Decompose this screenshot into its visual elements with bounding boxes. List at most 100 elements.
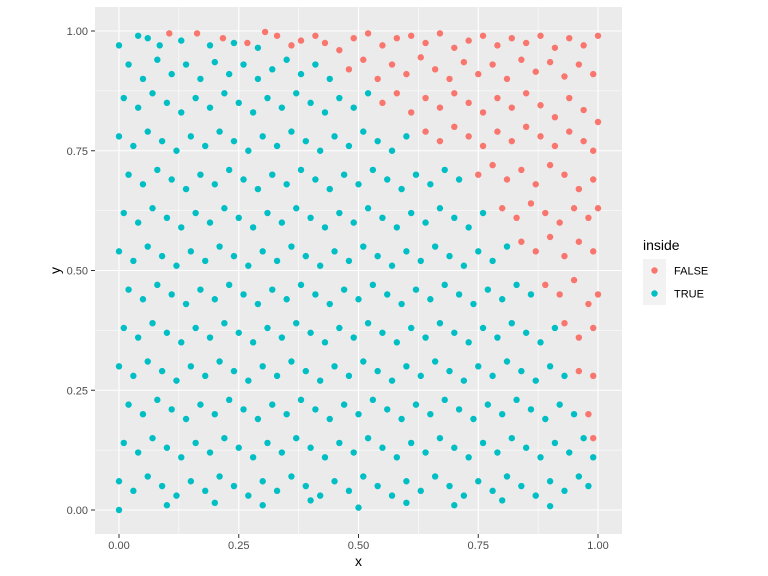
point-true: [297, 281, 305, 289]
point-true: [154, 166, 161, 174]
point-true: [316, 147, 324, 154]
point-true: [168, 291, 175, 298]
point-true: [206, 219, 214, 226]
point-false: [537, 102, 544, 109]
point-false: [590, 372, 597, 380]
point-true: [527, 406, 535, 413]
y-axis-ticks: 0.00 0.25 0.50 0.75 1.00: [67, 26, 95, 517]
point-true: [388, 492, 396, 499]
point-true: [479, 209, 487, 217]
point-false: [546, 58, 554, 66]
point-false: [336, 46, 343, 54]
point-true: [422, 449, 429, 456]
point-true: [546, 502, 554, 510]
point-true: [293, 434, 300, 442]
point-true: [307, 444, 314, 451]
point-true: [197, 75, 204, 83]
point-true: [417, 257, 424, 265]
point-false: [374, 75, 381, 83]
point-true: [206, 42, 214, 49]
point-true: [115, 478, 123, 485]
point-true: [403, 248, 410, 255]
point-false: [479, 142, 487, 150]
point-true: [546, 478, 554, 485]
point-false: [513, 214, 520, 222]
point-true: [336, 94, 343, 102]
point-false: [585, 411, 592, 418]
point-true: [546, 363, 554, 370]
point-true: [336, 439, 343, 447]
point-true: [278, 334, 286, 341]
y-tick-label: 0.75: [67, 146, 88, 158]
point-true: [288, 473, 295, 480]
point-true: [302, 482, 310, 490]
point-true: [120, 439, 127, 447]
point-true: [398, 415, 405, 423]
point-true: [451, 502, 458, 509]
point-true: [384, 176, 391, 183]
point-false: [422, 94, 429, 102]
point-true: [163, 99, 171, 107]
point-true: [149, 205, 156, 212]
point-false: [575, 367, 583, 375]
point-true: [489, 372, 496, 380]
point-true: [412, 286, 420, 293]
point-true: [269, 286, 276, 293]
point-true: [340, 401, 348, 408]
point-true: [580, 434, 587, 442]
point-false: [393, 34, 401, 42]
point-false: [551, 114, 559, 121]
point-true: [350, 449, 357, 456]
point-true: [178, 339, 185, 346]
point-false: [489, 161, 496, 169]
y-tick-label: 1.00: [67, 26, 88, 38]
point-true: [379, 329, 386, 336]
point-true: [125, 61, 132, 68]
point-true: [417, 372, 424, 380]
point-true: [245, 492, 252, 499]
point-false: [551, 142, 559, 150]
point-true: [168, 406, 175, 413]
point-true: [230, 482, 238, 490]
point-true: [542, 415, 549, 423]
point-false: [542, 281, 549, 289]
point-true: [532, 492, 539, 499]
point-true: [518, 367, 525, 375]
point-false: [590, 434, 597, 442]
point-false: [475, 70, 482, 78]
point-true: [350, 219, 357, 226]
point-true: [278, 219, 286, 226]
point-false: [379, 99, 386, 107]
point-true: [221, 434, 228, 442]
point-false: [537, 32, 544, 39]
point-false: [288, 42, 295, 49]
point-true: [168, 70, 175, 78]
point-true: [527, 291, 535, 298]
point-false: [312, 32, 319, 39]
point-true: [259, 248, 266, 255]
point-false: [580, 42, 587, 49]
point-true: [422, 334, 429, 341]
legend-label-false: FALSE: [674, 266, 708, 278]
point-true: [125, 401, 132, 408]
point-false: [345, 66, 353, 73]
point-true: [374, 137, 381, 145]
x-tick-label: 0.75: [468, 540, 489, 552]
point-true: [211, 58, 218, 66]
point-true: [293, 90, 300, 97]
point-true: [407, 324, 415, 332]
point-true: [225, 70, 233, 78]
point-false: [451, 44, 458, 51]
point-true: [407, 439, 415, 447]
point-true: [139, 411, 147, 418]
point-true: [360, 243, 367, 250]
point-true: [455, 291, 463, 298]
point-false: [465, 99, 472, 107]
point-true: [513, 281, 520, 289]
point-true: [499, 497, 506, 504]
point-true: [316, 377, 324, 384]
point-true: [139, 181, 147, 188]
point-true: [345, 142, 353, 150]
point-false: [508, 34, 515, 42]
